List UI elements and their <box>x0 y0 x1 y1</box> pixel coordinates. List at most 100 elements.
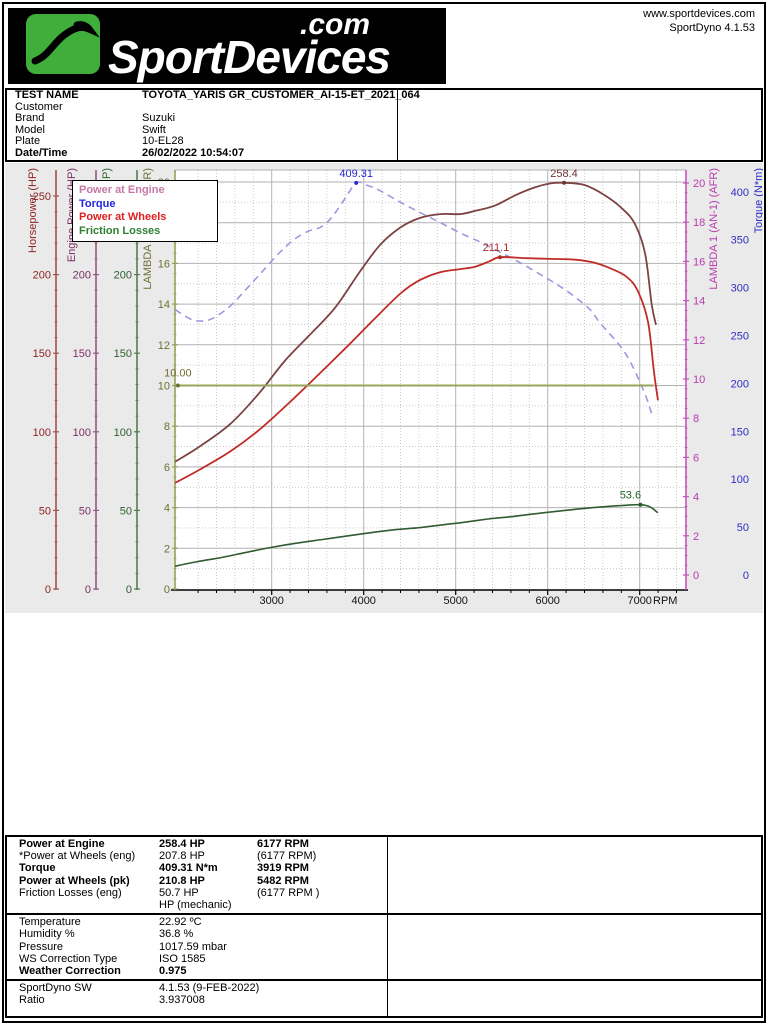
info-label: Brand <box>15 112 45 125</box>
result-value: 36.8 % <box>159 928 194 941</box>
svg-text:150: 150 <box>114 348 132 360</box>
svg-text:100: 100 <box>73 427 91 439</box>
svg-text:53.6: 53.6 <box>620 490 641 502</box>
results-table-divider <box>387 837 388 1016</box>
result-row: Power at Engine 258.4 HP 6177 RPM <box>7 838 761 850</box>
svg-text:Torque (N*m): Torque (N*m) <box>753 168 763 233</box>
svg-text:50: 50 <box>737 522 749 534</box>
logo-com-suffix: .com <box>300 8 371 41</box>
svg-text:8: 8 <box>164 421 170 433</box>
svg-text:100: 100 <box>33 427 51 439</box>
result-label: Torque <box>19 862 56 875</box>
svg-text:4: 4 <box>693 492 699 504</box>
result-label: Power at Engine <box>19 838 105 850</box>
svg-text:200: 200 <box>33 270 51 282</box>
info-label: Date/Time <box>15 146 68 159</box>
chart-legend: Power at Engine Torque Power at Wheels Fric… <box>72 180 218 242</box>
result-label: Power at Wheels (pk) <box>19 874 130 887</box>
series-torque <box>175 181 654 419</box>
result-value: 22.92 ºC <box>159 916 202 929</box>
legend-item: Power at Engine <box>79 184 165 196</box>
svg-text:12: 12 <box>158 340 170 352</box>
legend-item: Friction Losses <box>79 224 161 237</box>
svg-text:400: 400 <box>731 187 749 199</box>
result-value: ISO 1585 <box>159 952 206 965</box>
svg-text:10: 10 <box>158 381 170 393</box>
svg-text:14: 14 <box>158 299 170 311</box>
website-url: www.sportdevices.com <box>643 8 755 20</box>
svg-text:409.31: 409.31 <box>339 168 373 180</box>
result-label: WS Correction Type <box>19 952 118 965</box>
results-section: Power at Engine 258.4 HP 6177 RPM *Power at… <box>7 837 761 913</box>
result-value: HP (mechanic) <box>159 898 232 911</box>
info-row: Brand Suzuki <box>7 113 761 125</box>
svg-text:250: 250 <box>33 191 51 203</box>
svg-text:2: 2 <box>693 531 699 543</box>
svg-text:LAMBDA 1 (AN-1) (AFR): LAMBDA 1 (AN-1) (AFR) <box>708 168 720 290</box>
result-rpm: 6177 RPM <box>257 838 309 850</box>
result-row: Weather Correction 0.975 <box>7 965 761 977</box>
result-row: Ratio 3.937008 <box>7 994 761 1006</box>
info-value: Swift <box>142 123 166 136</box>
result-value: 0.975 <box>159 964 187 977</box>
svg-text:7000: 7000 <box>627 595 651 607</box>
svg-text:0: 0 <box>743 570 749 582</box>
result-value: 409.31 N*m <box>159 862 218 875</box>
svg-text:3000: 3000 <box>259 595 283 607</box>
svg-text:0: 0 <box>126 584 132 596</box>
result-value: 50.7 HP <box>159 886 199 899</box>
svg-text:150: 150 <box>73 348 91 360</box>
result-row: HP (mechanic) <box>7 899 761 911</box>
info-label: Plate <box>15 135 41 148</box>
info-row: Date/Time 26/02/2022 10:54:07 <box>7 146 761 160</box>
svg-text:250: 250 <box>731 331 749 343</box>
svg-text:16: 16 <box>158 258 170 270</box>
info-row: Customer <box>7 101 761 114</box>
result-value: 1017.59 mbar <box>159 940 227 953</box>
svg-text:211.1: 211.1 <box>483 242 510 254</box>
svg-text:16: 16 <box>693 256 705 268</box>
svg-text:6000: 6000 <box>535 595 559 607</box>
info-value: Suzuki <box>142 112 176 125</box>
info-value: 10-EL28 <box>142 135 184 148</box>
info-value: TOYOTA_YARIS GR_CUSTOMER_AI-15-ET_2021_0… <box>142 89 420 101</box>
result-row: Torque 409.31 N*m 3919 RPM <box>7 862 761 874</box>
result-value: 3.937008 <box>159 994 205 1007</box>
info-table-divider <box>397 90 398 160</box>
svg-text:10: 10 <box>693 374 705 386</box>
svg-text:RPM: RPM <box>653 595 677 607</box>
series-power-at-engine <box>175 181 657 463</box>
result-rpm: (6177 RPM) <box>257 850 317 863</box>
svg-text:2: 2 <box>164 543 170 555</box>
svg-text:18: 18 <box>693 217 705 229</box>
legend-item: Torque <box>79 197 116 210</box>
result-label: Temperature <box>19 916 81 929</box>
svg-text:4: 4 <box>164 503 170 515</box>
results-section: SportDyno SW 4.1.53 (9-FEB-2022) Ratio 3.93… <box>7 979 761 1008</box>
result-row: Power at Wheels (pk) 210.8 HP 5482 RPM <box>7 875 761 887</box>
result-row: *Power at Wheels (eng) 207.8 HP (6177 RPM) <box>7 850 761 862</box>
result-rpm: 3919 RPM <box>257 862 309 875</box>
test-info-table: TEST NAME TOYOTA_YARIS GR_CUSTOMER_AI-15-… <box>5 88 763 162</box>
header-meta: www.sportdevices.com SportDyno 4.1.53 <box>643 7 755 35</box>
legend-item: Power at Wheels <box>79 211 167 223</box>
result-value: 258.4 HP <box>159 838 205 850</box>
result-rpm: (6177 RPM ) <box>257 886 320 899</box>
result-value: 4.1.53 (9-FEB-2022) <box>159 982 260 995</box>
svg-text:Horsepower (HP): Horsepower (HP) <box>27 168 39 253</box>
svg-text:0: 0 <box>85 584 91 596</box>
series-friction-losses <box>175 503 659 567</box>
svg-text:4000: 4000 <box>351 595 375 607</box>
result-label: Pressure <box>19 940 64 953</box>
svg-text:300: 300 <box>731 283 749 295</box>
result-row: Pressure 1017.59 mbar <box>7 941 761 953</box>
info-value: 26/02/2022 10:54:07 <box>142 146 245 159</box>
result-value: 207.8 HP <box>159 850 205 863</box>
svg-text:50: 50 <box>120 505 132 517</box>
svg-text:100: 100 <box>114 427 132 439</box>
svg-text:50: 50 <box>39 505 51 517</box>
svg-text:200: 200 <box>731 378 749 390</box>
result-row: Humidity % 36.8 % <box>7 928 761 940</box>
svg-text:200: 200 <box>114 270 132 282</box>
